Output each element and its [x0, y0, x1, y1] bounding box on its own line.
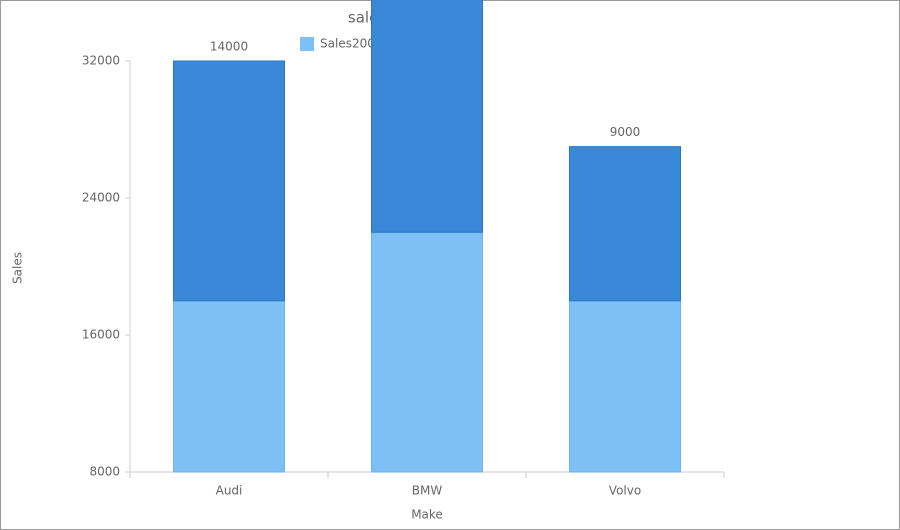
x-axis-label: Make: [411, 508, 443, 522]
x-tick-label: Volvo: [609, 484, 641, 498]
bar-segment: [371, 0, 483, 233]
bar-segment: [371, 231, 483, 473]
y-tick-label: 8000: [89, 465, 120, 479]
bar-segment: [569, 300, 681, 473]
bar-segment: [173, 60, 285, 302]
data-label: 9000: [610, 125, 641, 139]
legend-label: Sales2004: [320, 37, 382, 51]
legend-swatch: [300, 37, 314, 51]
x-tick-label: BMW: [412, 484, 443, 498]
y-tick-label: 16000: [82, 328, 120, 342]
bar-segment: [569, 146, 681, 302]
bar-segment: [173, 300, 285, 473]
y-tick-label: 32000: [82, 54, 120, 68]
data-label: 14000: [210, 40, 248, 54]
y-axis-label: Sales: [11, 252, 25, 284]
y-tick-label: 24000: [82, 191, 120, 205]
x-tick-label: Audi: [216, 484, 243, 498]
